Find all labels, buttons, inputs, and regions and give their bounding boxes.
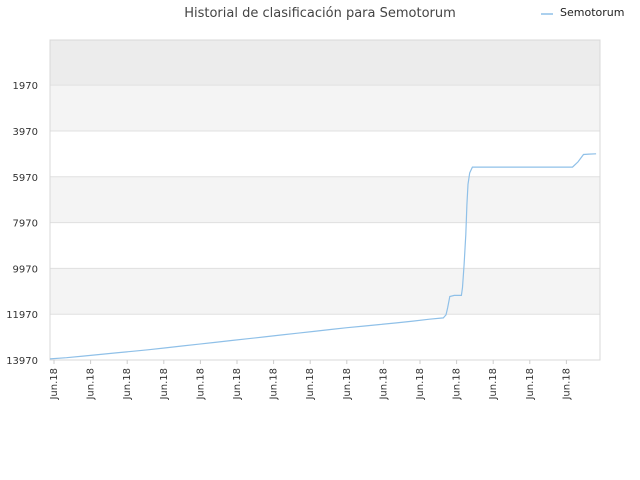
plot-band (50, 176, 600, 223)
x-tick-label: Jun.18 (305, 368, 316, 401)
plot-band (50, 40, 600, 86)
x-tick-label: Jun.18 (378, 368, 389, 401)
y-tick-label: 9970 (13, 264, 38, 275)
x-tick-label: Jun.18 (269, 368, 280, 401)
plot-band (50, 130, 600, 177)
chart-title: Historial de clasificación para Semotoru… (184, 6, 456, 21)
plot-border (49, 39, 601, 361)
x-tick-label: Jun.18 (415, 368, 426, 401)
y-tick-label: 7970 (13, 219, 38, 230)
y-tick-label: 3970 (13, 127, 38, 138)
x-tick-label: Jun.18 (525, 368, 536, 401)
x-tick-label: Jun.18 (86, 368, 97, 401)
x-tick-label: Jun.18 (49, 368, 60, 401)
x-tick-label: Jun.18 (452, 368, 463, 401)
legend[interactable]: Semotorum (541, 6, 624, 19)
plot-band (50, 85, 600, 131)
x-tick-label: Jun.18 (561, 368, 572, 401)
y-axis-ticks: 1970 3970 5970 7970 9970 11970 13970 (6, 81, 38, 367)
plot-bands (50, 40, 600, 360)
y-tick-label: 1970 (13, 81, 38, 92)
series-line-semotorum (49, 153, 597, 360)
plot-band (50, 314, 600, 360)
x-tick-label: Jun.18 (159, 368, 170, 401)
x-tick-label: Jun.18 (195, 368, 206, 401)
x-tick-label: Jun.18 (232, 368, 243, 401)
legend-label-semotorum: Semotorum (560, 6, 624, 19)
y-tick-label: 11970 (6, 310, 38, 321)
x-tick-label: Jun.18 (488, 368, 499, 401)
x-axis-ticks: Jun.18 Jun.18 Jun.18 Jun.18 Jun.18 Jun.18 Jun.… (49, 360, 572, 401)
y-tick-label: 5970 (13, 173, 38, 184)
plot-band (50, 222, 600, 269)
x-tick-label: Jun.18 (122, 368, 133, 401)
y-tick-label: 13970 (6, 356, 38, 367)
x-tick-label: Jun.18 (342, 368, 353, 401)
plot-band (50, 268, 600, 315)
